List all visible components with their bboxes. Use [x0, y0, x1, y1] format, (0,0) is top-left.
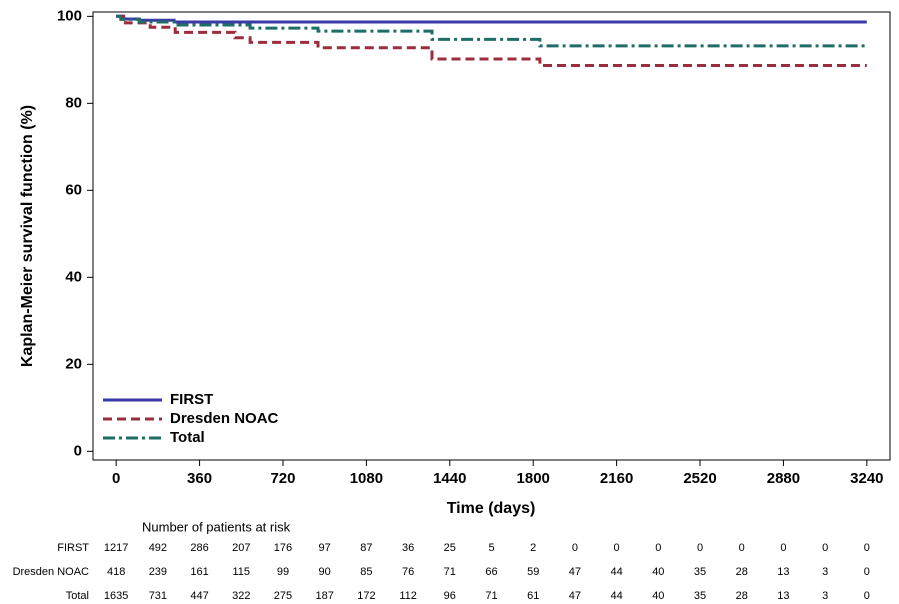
risk-table-title: Number of patients at risk	[142, 519, 291, 534]
y-tick-label: 40	[65, 268, 82, 285]
x-tick-label: 720	[270, 470, 295, 487]
risk-count: 44	[610, 590, 622, 602]
y-tick-label: 80	[65, 94, 82, 111]
risk-count: 35	[694, 590, 706, 602]
risk-row-label: FIRST	[57, 542, 89, 554]
x-tick-label: 3240	[850, 470, 883, 487]
risk-count: 96	[444, 590, 456, 602]
risk-count: 13	[777, 566, 789, 578]
risk-count: 207	[232, 542, 250, 554]
x-tick-label: 360	[187, 470, 212, 487]
legend-label: Total	[170, 429, 205, 446]
risk-count: 3	[822, 590, 828, 602]
risk-count: 0	[864, 566, 870, 578]
risk-count: 66	[485, 566, 497, 578]
risk-count: 0	[822, 542, 828, 554]
risk-count: 0	[614, 542, 620, 554]
y-tick-label: 100	[57, 7, 82, 24]
risk-count: 0	[572, 542, 578, 554]
x-axis-title: Time (days)	[447, 500, 536, 517]
legend-label: FIRST	[170, 391, 213, 408]
risk-count: 176	[274, 542, 292, 554]
risk-count: 13	[777, 590, 789, 602]
y-tick-label: 20	[65, 355, 82, 372]
risk-count: 1217	[104, 542, 128, 554]
x-tick-label: 1440	[433, 470, 466, 487]
risk-count: 76	[402, 566, 414, 578]
series-line	[116, 14, 867, 48]
series-line	[116, 14, 867, 24]
risk-count: 44	[610, 566, 622, 578]
risk-count: 0	[864, 542, 870, 554]
risk-count: 187	[316, 590, 334, 602]
risk-count: 61	[527, 590, 539, 602]
risk-count: 25	[444, 542, 456, 554]
risk-count: 47	[569, 566, 581, 578]
legend-label: Dresden NOAC	[170, 410, 279, 427]
risk-count: 0	[864, 590, 870, 602]
risk-count: 115	[233, 566, 251, 578]
risk-count: 59	[527, 566, 539, 578]
risk-count: 275	[274, 590, 292, 602]
y-axis-title: Kaplan-Meier survival function (%)	[19, 105, 36, 367]
risk-count: 161	[190, 566, 208, 578]
risk-count: 40	[652, 566, 664, 578]
risk-count: 71	[444, 566, 456, 578]
risk-count: 239	[149, 566, 167, 578]
x-tick-label: 0	[112, 470, 120, 487]
risk-count: 2	[530, 542, 536, 554]
risk-count: 28	[736, 590, 748, 602]
risk-count: 36	[402, 542, 414, 554]
risk-count: 0	[655, 542, 661, 554]
risk-count: 322	[232, 590, 250, 602]
series-line	[116, 14, 867, 67]
y-tick-label: 0	[74, 442, 82, 459]
risk-count: 47	[569, 590, 581, 602]
x-tick-label: 1080	[350, 470, 383, 487]
risk-count: 731	[149, 590, 167, 602]
risk-count: 418	[107, 566, 125, 578]
risk-count: 0	[697, 542, 703, 554]
risk-count: 71	[485, 590, 497, 602]
risk-count: 99	[277, 566, 289, 578]
risk-count: 3	[822, 566, 828, 578]
risk-count: 40	[652, 590, 664, 602]
risk-count: 286	[190, 542, 208, 554]
risk-count: 0	[739, 542, 745, 554]
risk-count: 1635	[104, 590, 128, 602]
y-tick-label: 60	[65, 181, 82, 198]
risk-count: 5	[488, 542, 494, 554]
risk-count: 35	[694, 566, 706, 578]
risk-count: 28	[736, 566, 748, 578]
risk-count: 0	[780, 542, 786, 554]
risk-count: 112	[399, 590, 417, 602]
risk-row-label: Total	[66, 590, 89, 602]
x-tick-label: 1800	[517, 470, 550, 487]
x-tick-label: 2160	[600, 470, 633, 487]
x-tick-label: 2520	[683, 470, 716, 487]
risk-row-label: Dresden NOAC	[13, 566, 89, 578]
risk-count: 97	[319, 542, 331, 554]
risk-count: 172	[357, 590, 375, 602]
risk-count: 447	[190, 590, 208, 602]
risk-count: 87	[360, 542, 372, 554]
risk-count: 90	[319, 566, 331, 578]
plot-frame	[92, 11, 891, 461]
x-tick-label: 2880	[767, 470, 800, 487]
risk-count: 492	[149, 542, 167, 554]
risk-count: 85	[360, 566, 372, 578]
